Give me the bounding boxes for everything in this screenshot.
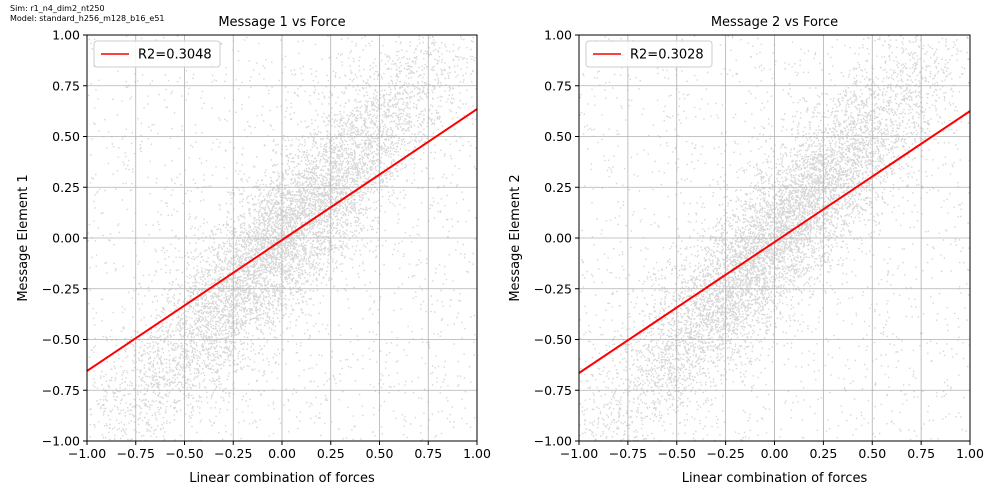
x-tick-label: −0.25 [214, 446, 252, 461]
y-axis-label: Message Element 2 [508, 174, 523, 301]
legend: R2=0.3028 [585, 40, 713, 68]
x-tick-label: −0.75 [609, 446, 647, 461]
y-tick-label: 1.00 [52, 28, 80, 43]
legend-label: R2=0.3028 [630, 48, 704, 63]
x-tick-label: 1.00 [463, 446, 491, 461]
x-tick-label: −0.25 [706, 446, 744, 461]
y-tick-label: −0.75 [534, 383, 572, 398]
x-tick-label: 0.25 [317, 446, 345, 461]
chart-2: −1.00 −0.75 −0.50 −0.25 0.00 0.25 0.50 0.75 1.00… [508, 15, 984, 486]
x-tick-label: −1.00 [560, 446, 598, 461]
model-label: Model: standard_h256_m128_b16_e51 [10, 14, 165, 23]
x-tick-label: −0.50 [165, 446, 203, 461]
y-tick-label: −0.25 [42, 281, 80, 296]
legend-box [93, 40, 221, 68]
fit-line [87, 108, 477, 372]
y-axis-label: Message Element 1 [16, 174, 31, 301]
y-tick-label: −0.50 [42, 332, 80, 347]
x-tick-label: −0.50 [658, 446, 696, 461]
chart-title: Message 1 vs Force [218, 15, 345, 30]
scatter-points [579, 35, 970, 441]
fit-line [579, 110, 970, 374]
x-axis-label: Linear combination of forces [682, 471, 868, 486]
x-tick-label: 1.00 [956, 446, 984, 461]
y-tick-label: 0.00 [544, 231, 572, 246]
x-tick-label: 0.75 [414, 446, 442, 461]
scatter-points [87, 35, 477, 441]
scatter-cloud [579, 35, 970, 441]
chart-1: −1.00 −0.75 −0.50 −0.25 0.00 0.25 0.50 0.75 1.00… [16, 15, 491, 486]
y-tick-label: 1.00 [544, 28, 572, 43]
y-tick-label: 0.50 [52, 129, 80, 144]
x-tick-label: 0.00 [761, 446, 789, 461]
legend: R2=0.3048 [93, 40, 221, 68]
legend-label: R2=0.3048 [138, 48, 212, 63]
scatter-cloud [87, 35, 477, 441]
x-tick-label: −1.00 [68, 446, 106, 461]
x-tick-label: 0.25 [809, 446, 837, 461]
y-tick-label: 0.50 [544, 129, 572, 144]
y-tick-label: 0.25 [52, 180, 80, 195]
y-tick-label: −1.00 [534, 434, 572, 449]
y-tick-label: −0.50 [534, 332, 572, 347]
y-tick-label: 0.75 [52, 78, 80, 93]
chart-title: Message 2 vs Force [711, 15, 838, 30]
grid [86, 34, 478, 442]
y-tick-label: −0.75 [42, 383, 80, 398]
grid [578, 34, 971, 442]
y-tick-label: −0.25 [534, 281, 572, 296]
sim-label: Sim: r1_n4_dim2_nt250 [10, 4, 105, 13]
legend-box [585, 40, 713, 68]
y-tick-label: 0.00 [52, 231, 80, 246]
x-axis-label: Linear combination of forces [189, 471, 375, 486]
x-tick-label: 0.50 [366, 446, 394, 461]
x-tick-label: −0.75 [117, 446, 155, 461]
y-tick-label: 0.75 [544, 78, 572, 93]
y-tick-label: 0.25 [544, 180, 572, 195]
y-tick-label: −1.00 [42, 434, 80, 449]
x-tick-label: 0.50 [858, 446, 886, 461]
x-tick-label: 0.75 [907, 446, 935, 461]
x-tick-label: 0.00 [268, 446, 296, 461]
